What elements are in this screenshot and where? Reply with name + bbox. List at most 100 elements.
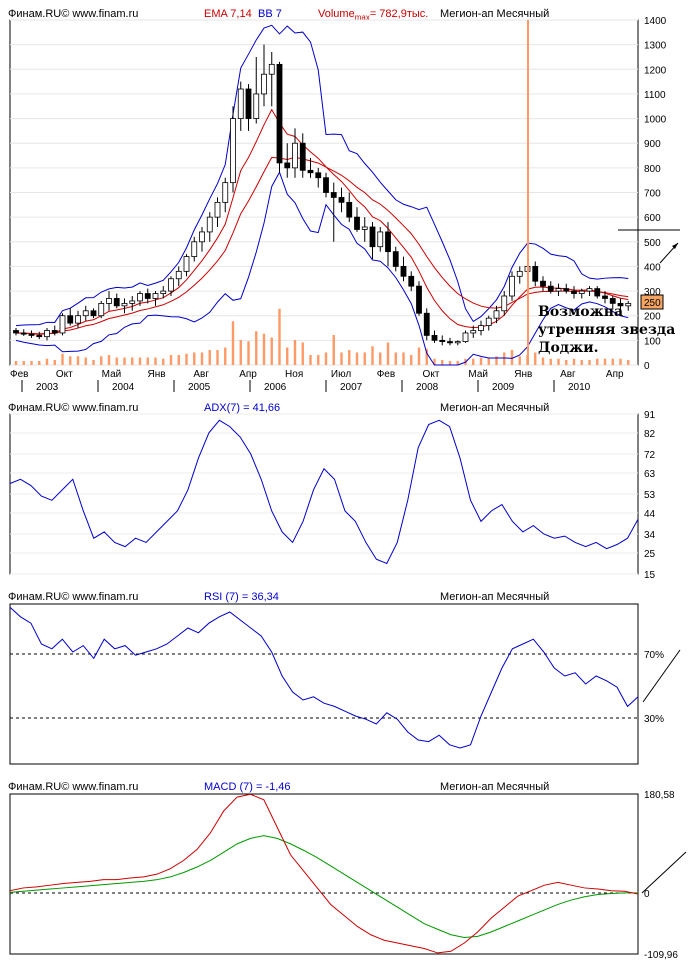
candle-body <box>454 341 461 344</box>
candle-body <box>222 182 229 203</box>
candle-body <box>137 293 143 302</box>
rsi-level-30-label: 30% <box>644 714 664 725</box>
volume-bar <box>627 360 630 365</box>
candle-body <box>67 315 74 324</box>
volume-bar <box>448 361 452 365</box>
candle-body <box>36 335 43 338</box>
volume-bar <box>324 352 328 365</box>
rsi-line <box>9 606 639 749</box>
rsi-level-70-label: 70% <box>644 650 664 661</box>
volume-bar <box>534 352 537 365</box>
time-axis-month-label: Май <box>102 369 122 380</box>
candle-body <box>377 231 384 248</box>
time-axis-year-label: 2005 <box>188 382 211 393</box>
candle-body <box>385 231 391 253</box>
volume-bar <box>348 350 351 365</box>
macd-ytick-zero: 0 <box>644 889 650 900</box>
price-ytick: 800 <box>644 164 661 175</box>
time-axis-month-label: Окт <box>423 369 440 380</box>
candle-body <box>98 302 105 317</box>
volume-bar <box>61 353 64 365</box>
candle-body <box>183 256 190 272</box>
volume-bar <box>619 358 622 365</box>
volume-bar <box>100 356 103 365</box>
volume-bar <box>200 352 204 365</box>
price-ytick: 1200 <box>644 65 667 76</box>
price-ytick: 500 <box>644 238 661 249</box>
annotation-line-2: утренняя звезда <box>538 322 675 338</box>
price-ytick: 100 <box>644 336 661 347</box>
candle-body <box>408 275 415 287</box>
volume-bar <box>45 358 49 365</box>
rsi-panel: Финам.RU© www.finam.ru RSI (7) = 36,34 М… <box>8 591 681 765</box>
macd-line <box>9 793 639 954</box>
last-price-badge-text: 250 <box>644 298 661 309</box>
volume-bar <box>518 356 521 365</box>
volume-bar <box>541 357 545 365</box>
volume-bar <box>510 350 514 365</box>
candle-body <box>292 142 298 169</box>
candle-body <box>214 201 221 218</box>
ema-legend: EMA 7,14 <box>204 8 252 20</box>
rsi-source-label: Финам.RU© www.finam.ru <box>8 591 138 603</box>
candle-body <box>602 295 608 299</box>
candle-body <box>439 339 446 342</box>
adx-y-axis: 15 25 34 44 53 63 72 82 91 <box>644 410 656 581</box>
price-ytick: 600 <box>644 213 661 224</box>
rsi-trend-line <box>642 649 681 703</box>
price-source-label: Финам.RU© www.finam.ru <box>8 8 138 20</box>
volume-bar <box>456 361 459 365</box>
candle-body <box>330 192 337 198</box>
time-axis-month-label: Янв <box>148 369 166 380</box>
volume-bar <box>255 331 258 365</box>
candle-body <box>113 298 120 307</box>
price-overlays <box>15 24 629 366</box>
price-ytick: 0 <box>644 361 650 372</box>
annotation-line-1: Возможна <box>538 304 623 320</box>
volume-bar <box>332 335 335 365</box>
volume-bar <box>441 360 444 365</box>
volume-bar <box>247 341 250 365</box>
volume-bar <box>557 358 560 365</box>
volume-bar <box>355 352 359 365</box>
time-axis-year-label: 2004 <box>112 382 135 393</box>
volume-bar <box>596 358 599 365</box>
price-panel: Финам.RU© www.finam.ru EMA 7,14 BB 7 Vol… <box>8 8 680 393</box>
candle-body <box>276 63 283 164</box>
volume-bar <box>154 357 157 365</box>
volume-bar <box>193 352 196 365</box>
candle-body <box>82 310 89 317</box>
volume-bar <box>417 347 421 365</box>
candle-body <box>299 142 306 171</box>
candle-body <box>586 288 593 292</box>
volume-bar <box>185 353 188 365</box>
ema-slow-line <box>15 156 629 335</box>
candle-body <box>400 266 407 277</box>
volume-bar <box>611 358 614 365</box>
macd-trend-line <box>641 851 687 894</box>
volume-bar <box>293 340 297 365</box>
macd-ytick-min: -109,96 <box>644 950 678 961</box>
candle-body <box>307 169 314 174</box>
price-ytick: 1100 <box>644 90 666 101</box>
candle-body <box>431 335 438 341</box>
volume-bar <box>572 358 576 365</box>
adx-ytick: 82 <box>644 429 656 440</box>
volume-bar <box>495 356 498 365</box>
candle-body <box>462 332 469 342</box>
candle-body <box>284 162 291 169</box>
time-axis-month-label: Окт <box>56 369 73 380</box>
candle-body <box>268 63 275 75</box>
adx-line <box>9 419 639 565</box>
candle-body <box>129 300 136 304</box>
adx-panel: Финам.RU© www.finam.ru ADX(7) = 41,66 Ме… <box>8 402 656 581</box>
volume-bar <box>84 357 87 365</box>
volume-bar <box>278 308 281 365</box>
price-y-axis: 0 100 200 300 400 500 600 700 800 900 1000 1100 1200… <box>644 16 667 372</box>
volume-bar <box>138 357 142 365</box>
time-axis-month-label: Авг <box>560 369 576 380</box>
time-axis-year-label: 2003 <box>36 382 59 393</box>
candle-body <box>168 278 174 292</box>
volume-bar <box>131 357 134 365</box>
trend-arrow-head <box>672 243 678 249</box>
